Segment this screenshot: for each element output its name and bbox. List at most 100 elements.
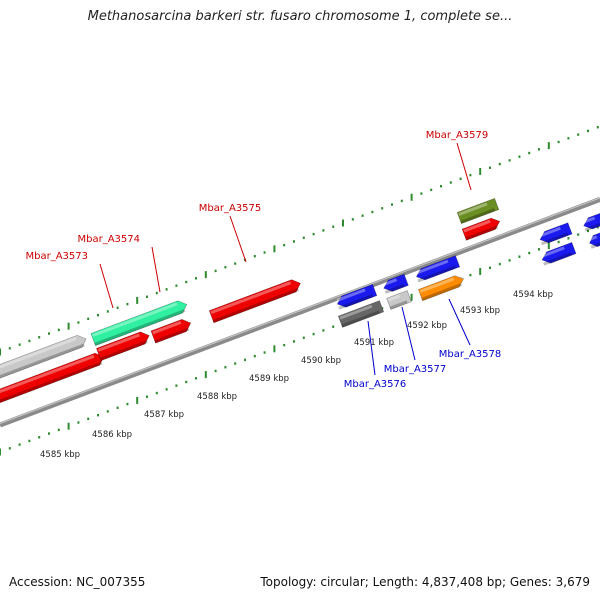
lower-ruler — [0, 226, 599, 456]
ruler-dot — [253, 354, 256, 358]
ruler-tick — [136, 296, 139, 304]
ruler-dot — [538, 248, 540, 251]
gene-feature-reverse[interactable] — [414, 255, 461, 283]
gene-feature-forward[interactable] — [456, 197, 500, 225]
ruler-dot — [28, 439, 31, 443]
ruler-dot — [18, 443, 21, 446]
ruler-dot — [557, 240, 560, 244]
ruler-dot — [283, 343, 286, 347]
ruler-dot — [48, 432, 50, 435]
gene-feature-forward[interactable] — [150, 317, 193, 344]
scale-label: 4589 kbp — [249, 374, 289, 384]
callout-line — [448, 298, 471, 346]
ruler-dot — [224, 266, 227, 269]
gene-label[interactable]: Mbar_A3577 — [384, 364, 447, 375]
ruler-dot — [146, 395, 148, 398]
ruler-dot — [449, 181, 452, 184]
ruler-dot — [391, 203, 393, 206]
ruler-tick — [204, 271, 207, 279]
gene-label[interactable]: Mbar_A3575 — [199, 203, 262, 214]
ruler-dot — [567, 237, 570, 240]
ruler-dot — [87, 417, 90, 421]
gene-feature-reverse[interactable] — [587, 230, 600, 249]
ruler-dot — [195, 277, 197, 280]
ruler-tick — [67, 422, 70, 430]
gene-feature-reverse[interactable] — [337, 300, 385, 328]
ruler-dot — [38, 336, 41, 339]
ruler-dot — [77, 321, 80, 324]
gene-label[interactable]: Mbar_A3574 — [77, 234, 140, 245]
ruler-dot — [283, 243, 286, 247]
gene-label[interactable]: Mbar_A3573 — [25, 251, 88, 262]
gene-feature-reverse[interactable] — [382, 273, 409, 294]
callout-line — [99, 263, 114, 309]
ruler-dot — [165, 388, 168, 391]
ruler-dot — [57, 428, 60, 432]
map-title: Methanosarcina barkeri str. fusaro chrom… — [87, 9, 513, 24]
gene-feature-forward[interactable] — [96, 329, 151, 361]
ruler-dot — [126, 402, 129, 406]
scale-label: 4586 kbp — [92, 430, 132, 440]
gene-feature-forward[interactable] — [461, 216, 502, 241]
ruler-tick — [547, 242, 550, 250]
gene-feature-reverse[interactable] — [386, 290, 412, 310]
ruler-dot — [508, 259, 511, 262]
ruler-dot — [175, 384, 178, 387]
scale-label: 4592 kbp — [407, 321, 447, 331]
ruler-dot — [214, 269, 217, 273]
gene-feature-reverse[interactable] — [540, 242, 577, 266]
gene-feature-forward[interactable] — [0, 351, 106, 404]
gene-feature-reverse[interactable] — [417, 273, 465, 302]
callout-line — [151, 246, 161, 293]
gene-feature-reverse[interactable] — [335, 283, 378, 310]
ruler-dot — [587, 229, 589, 233]
gene-label[interactable]: Mbar_A3579 — [426, 130, 489, 141]
scale-label: 4585 kbp — [40, 450, 80, 460]
ruler-dot — [420, 192, 423, 195]
ruler-dot — [596, 226, 599, 229]
ruler-dot — [557, 140, 560, 144]
callout-line — [456, 142, 472, 191]
backbone-highlight — [0, 197, 600, 425]
gene-callouts: Mbar_A3573 Mbar_A3574 Mbar_A3575 Mbar_A3579… — [25, 130, 501, 390]
gene-feature-forward[interactable] — [208, 277, 302, 324]
ruler-dot — [528, 251, 531, 255]
ruler-dot — [430, 188, 433, 192]
callout-line — [401, 306, 416, 361]
callout-line — [229, 215, 247, 263]
ruler-dot — [18, 343, 21, 346]
gene-feature-reverse[interactable] — [538, 222, 573, 246]
gene-feature-forward[interactable] — [90, 298, 189, 347]
ruler-dot — [312, 332, 315, 336]
ruler-dot — [57, 328, 60, 332]
gene-label[interactable]: Mbar_A3578 — [439, 349, 502, 360]
gene-feature-forward[interactable] — [0, 333, 88, 388]
gene-features[interactable] — [0, 197, 600, 404]
ruler-dot — [38, 436, 41, 439]
ruler-dot — [302, 336, 305, 339]
ruler-tick — [410, 293, 413, 301]
ruler-dot — [234, 262, 237, 265]
ruler-dot — [146, 295, 148, 298]
ruler-dot — [106, 310, 109, 313]
ruler-dot — [577, 233, 580, 236]
ruler-dot — [293, 240, 295, 243]
ruler-dot — [244, 358, 246, 362]
ruler-dot — [332, 325, 335, 328]
topology-summary: Topology: circular; Length: 4,837,408 bp… — [260, 575, 590, 589]
ruler-dot — [518, 155, 521, 158]
ruler-tick — [204, 371, 207, 379]
gene-feature-reverse[interactable] — [582, 212, 600, 232]
ruler-dot — [185, 380, 188, 384]
ruler-tick — [479, 167, 482, 175]
ruler-dot — [97, 413, 99, 417]
ruler-tick — [0, 348, 1, 356]
ruler-tick — [136, 396, 139, 404]
chromosome-backbone — [0, 197, 600, 428]
ruler-tick — [342, 219, 344, 227]
ruler-dot — [469, 273, 472, 277]
ruler-tick — [547, 142, 550, 150]
ruler-dot — [322, 329, 325, 332]
gene-label[interactable]: Mbar_A3576 — [344, 379, 407, 390]
